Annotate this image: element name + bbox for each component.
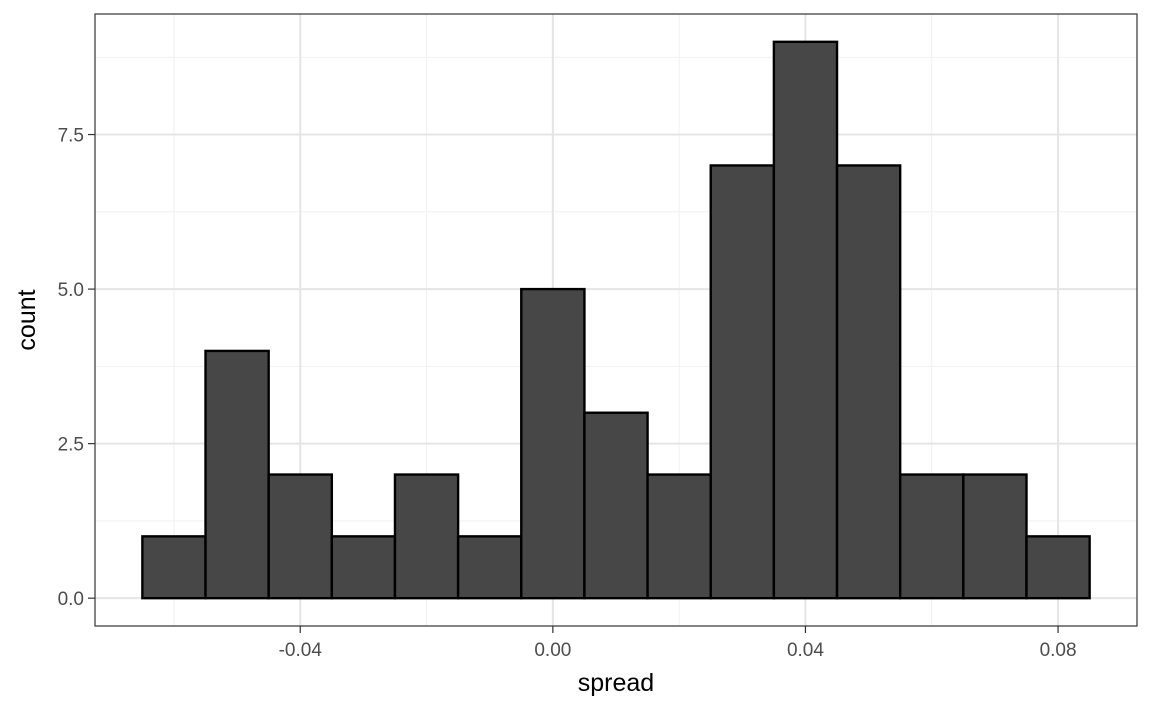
histogram-bar <box>962 473 1028 600</box>
histogram-bar <box>835 164 902 600</box>
histogram-bar <box>772 40 839 600</box>
histogram-bar <box>141 535 207 600</box>
x-tick-label: -0.04 <box>279 640 323 661</box>
y-tick-label: 5.0 <box>58 280 84 301</box>
histogram-bar <box>709 164 776 600</box>
y-tick-label: 7.5 <box>58 126 84 147</box>
x-tick-label: 0.00 <box>534 640 571 661</box>
histogram-bar <box>204 349 270 600</box>
y-axis-title: count <box>13 289 41 350</box>
histogram-bar <box>267 473 334 600</box>
histogram-bar <box>898 473 965 600</box>
histogram-bar <box>520 287 586 600</box>
x-tick-label: 0.04 <box>787 640 824 661</box>
y-tick-label: 2.5 <box>58 435 84 456</box>
histogram-bars <box>141 40 1091 600</box>
y-tick-label: 0.0 <box>58 589 84 610</box>
histogram-bar <box>393 473 460 600</box>
histogram-bar <box>330 535 397 600</box>
panel-border <box>94 13 1138 627</box>
x-axis: -0.04 0.00 0.04 0.08 <box>279 626 1077 661</box>
x-tick-label: 0.08 <box>1040 640 1077 661</box>
y-axis: 0.0 2.5 5.0 7.5 <box>58 126 95 610</box>
histogram-bar <box>646 473 712 600</box>
histogram-bar <box>583 411 649 600</box>
histogram-bar <box>456 535 523 600</box>
histogram-bar <box>1025 535 1091 600</box>
x-axis-title: spread <box>578 669 654 697</box>
